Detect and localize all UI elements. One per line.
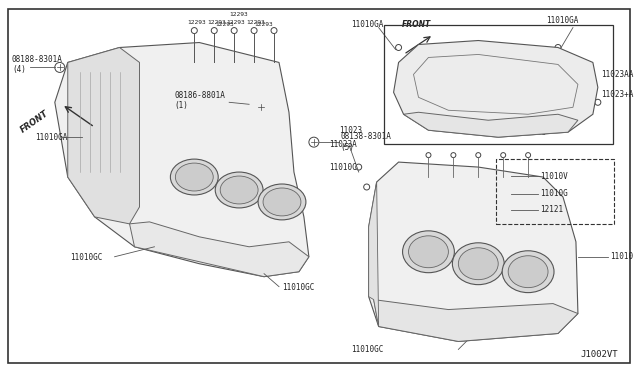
Text: 11010GC: 11010GC — [282, 283, 314, 292]
Ellipse shape — [458, 248, 498, 280]
Polygon shape — [369, 182, 379, 327]
Polygon shape — [374, 299, 578, 341]
Text: 12293: 12293 — [187, 20, 205, 25]
Text: 11023A: 11023A — [329, 140, 356, 149]
Ellipse shape — [403, 231, 454, 273]
Ellipse shape — [258, 184, 306, 220]
Text: 11010GC: 11010GC — [351, 345, 383, 354]
Text: 11010: 11010 — [610, 252, 633, 261]
Text: 11012G: 11012G — [518, 128, 546, 137]
Ellipse shape — [452, 243, 504, 285]
Bar — [383, 25, 613, 144]
Text: 11023+A: 11023+A — [601, 90, 633, 99]
Text: 11023AA: 11023AA — [601, 70, 633, 79]
Polygon shape — [129, 222, 309, 277]
Ellipse shape — [502, 251, 554, 293]
Text: 12293: 12293 — [207, 20, 226, 25]
Text: 11010GA: 11010GA — [351, 20, 383, 29]
Ellipse shape — [215, 172, 263, 208]
Ellipse shape — [408, 236, 449, 268]
Text: 12121: 12121 — [540, 205, 563, 214]
Text: 12293: 12293 — [227, 20, 246, 25]
Bar — [496, 159, 614, 224]
Text: 11010G: 11010G — [540, 189, 568, 199]
Text: 12293: 12293 — [246, 20, 266, 25]
Text: 08188-8301A
(4): 08188-8301A (4) — [12, 55, 63, 74]
Text: 08138-8301A
(5): 08138-8301A (5) — [340, 132, 392, 152]
Ellipse shape — [170, 159, 218, 195]
Ellipse shape — [263, 188, 301, 216]
Text: 12293: 12293 — [230, 12, 248, 17]
Ellipse shape — [175, 163, 213, 191]
Ellipse shape — [220, 176, 258, 204]
Polygon shape — [404, 112, 578, 137]
Ellipse shape — [508, 256, 548, 288]
Text: 11010GA: 11010GA — [546, 16, 579, 25]
Polygon shape — [55, 42, 309, 277]
Text: J1002VT: J1002VT — [580, 350, 618, 359]
Text: 11010V: 11010V — [540, 171, 568, 180]
Text: 11010GC: 11010GC — [70, 253, 102, 262]
Polygon shape — [369, 162, 578, 341]
Text: 08186-8801A
(1): 08186-8801A (1) — [174, 91, 225, 110]
Text: 11010GA: 11010GA — [35, 133, 67, 142]
Text: FRONT: FRONT — [402, 20, 431, 29]
Polygon shape — [68, 48, 140, 224]
Text: 11010C: 11010C — [329, 163, 356, 171]
Text: 12293: 12293 — [215, 22, 234, 27]
Polygon shape — [394, 41, 598, 137]
Text: 12293: 12293 — [255, 22, 273, 27]
Text: FRONT: FRONT — [19, 109, 51, 135]
Text: 11023: 11023 — [339, 126, 362, 135]
